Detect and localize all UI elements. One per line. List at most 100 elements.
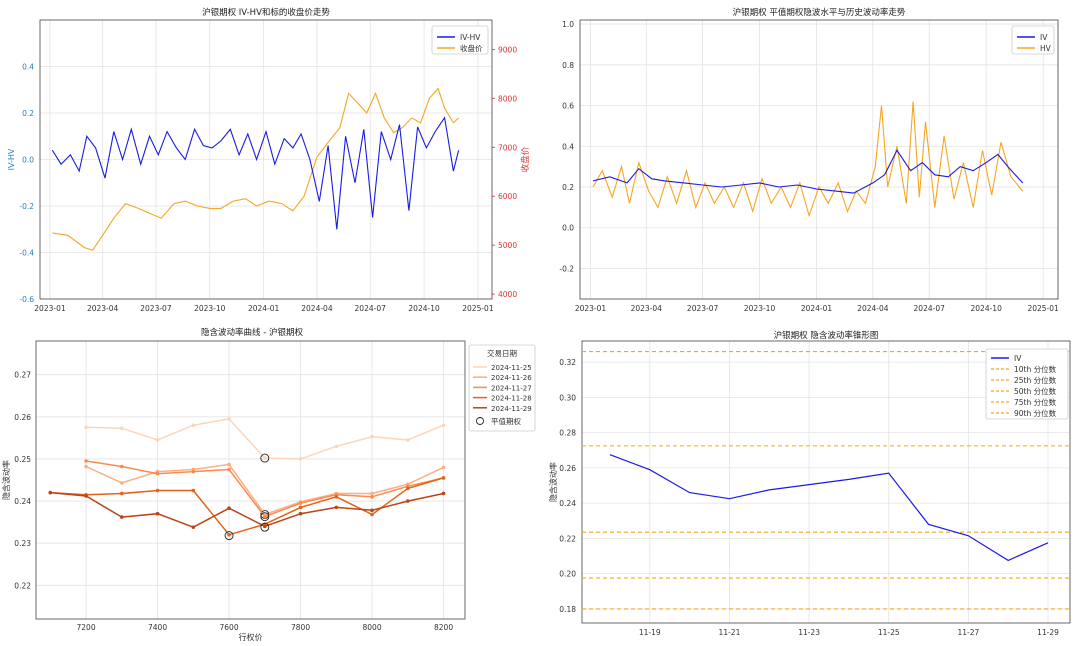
- y-tick-label: 1.0: [562, 20, 574, 29]
- y-tick-label: 0.22: [14, 581, 31, 590]
- atm-marker: [224, 531, 234, 541]
- x-tick-label: 7800: [291, 623, 310, 632]
- legend-title: 交易日期: [487, 348, 517, 358]
- smile-point: [441, 476, 446, 480]
- smile-point: [441, 465, 446, 470]
- y-tick-label: 0.32: [559, 358, 576, 367]
- y-tick-label: 0.6: [562, 102, 574, 111]
- y2-tick-label: 6000: [498, 192, 517, 201]
- y-tick-label: 0.18: [559, 605, 576, 614]
- smile-point: [155, 511, 160, 516]
- smile-point: [155, 471, 160, 476]
- y-tick-label: 0.28: [559, 429, 576, 438]
- x-tick-label: 8200: [434, 623, 453, 632]
- x-tick-label: 2024-10: [971, 304, 1003, 313]
- smile-point: [120, 491, 124, 496]
- x-tick-label: 7600: [220, 623, 239, 632]
- smile-point: [155, 488, 160, 493]
- x-tick-label: 2023-07: [140, 304, 172, 313]
- chart-title: 沪银期权 IV-HV和标的收盘价走势: [202, 7, 330, 18]
- legend-box: [1011, 25, 1055, 55]
- x-tick-label: 2025-01: [462, 304, 494, 313]
- y2-tick-label: 4000: [498, 290, 517, 299]
- legend-label: 2024-11-25: [491, 364, 532, 372]
- series-line-iv: [592, 149, 1024, 194]
- legend-atm-marker: [476, 417, 484, 425]
- smile-point: [227, 506, 231, 511]
- smile-point: [406, 438, 410, 442]
- smile-point: [370, 434, 374, 439]
- smile-point: [120, 464, 124, 469]
- y2-tick-label: 9000: [498, 45, 517, 54]
- y-tick-label: 0.4: [562, 142, 574, 151]
- smile-point: [84, 425, 88, 430]
- cone-iv-line: [609, 454, 1049, 562]
- smile-point: [120, 481, 124, 485]
- legend-label: 2024-11-26: [491, 374, 532, 382]
- chart-iv-cone: 沪银期权 隐含波动率锥形图 11-19 11-21 11-23 11-25 11-27 11…: [548, 330, 1071, 637]
- y-tick-label: 0.23: [14, 539, 31, 548]
- y2-tick-label: 8000: [498, 94, 517, 103]
- smile-point: [191, 488, 196, 493]
- smile-point: [298, 457, 303, 461]
- legend-label: 2024-11-28: [491, 395, 532, 403]
- chart-iv-hv: 沪银期权 平值期权隐波水平与历史波动率走势 2023-01 2023-04 2023-…: [559, 7, 1059, 313]
- chart-title: 沪银期权 隐含波动率锥形图: [774, 330, 879, 341]
- legend-label: IV: [1014, 354, 1022, 363]
- legend-label: 2024-11-27: [491, 384, 532, 392]
- x-tick-label: 2024-10: [408, 304, 440, 313]
- x-tick-label: 2023-01: [575, 304, 607, 313]
- smile-line-2024-11-28: [50, 477, 444, 536]
- series-line-iv-hv: [51, 116, 460, 230]
- smile-point: [441, 491, 446, 496]
- smile-point: [441, 423, 446, 428]
- x-tick-label: 2024-04: [857, 304, 889, 313]
- legend-label: 收盘价: [460, 43, 483, 53]
- x-tick-label: 2024-01: [248, 304, 280, 313]
- legend-label: 平值期权: [491, 416, 521, 426]
- y-tick-label: 0.24: [559, 499, 576, 508]
- x-tick-label: 2023-10: [194, 304, 226, 313]
- smile-point: [48, 490, 53, 495]
- atm-marker: [260, 453, 270, 463]
- chart-iv-smile: 隐含波动率曲线 - 沪银期权 7200 7400 7600 7800 8000 8200 0.…: [1, 327, 536, 642]
- smile-point: [298, 511, 303, 516]
- x-tick-label: 2023-04: [87, 304, 119, 313]
- x-tick-label: 2023-01: [34, 304, 66, 313]
- x-tick-label: 2025-01: [1027, 304, 1059, 313]
- smile-point: [334, 495, 339, 499]
- y-tick-label: 0.0: [562, 224, 574, 233]
- smile-point: [298, 501, 303, 505]
- x-tick-label: 11-23: [798, 628, 820, 637]
- x-tick-label: 2023-07: [687, 304, 719, 313]
- p2-plot-frame: [579, 19, 1059, 300]
- y-tick-label: 0.26: [14, 413, 31, 422]
- smile-point: [227, 467, 231, 472]
- y-tick-label: 0.22: [559, 534, 576, 543]
- smile-line-2024-11-29: [50, 491, 444, 529]
- y2-tick-label: 5000: [498, 241, 517, 250]
- legend-label: 90th 分位数: [1014, 408, 1057, 418]
- y-tick-label: -0.4: [19, 249, 34, 258]
- y2-tick-label: 7000: [498, 143, 517, 152]
- x-tick-label: 7200: [77, 623, 96, 632]
- smile-point: [191, 525, 196, 529]
- smile-line-2024-11-25: [86, 418, 444, 460]
- smile-point: [370, 491, 374, 496]
- x-tick-label: 2024-01: [801, 304, 833, 313]
- p4-plot-frame: [581, 340, 1071, 624]
- legend-box: [431, 25, 489, 55]
- p1-plot-frame: [39, 19, 493, 300]
- y-tick-label: 0.24: [14, 497, 31, 506]
- chart-title: 沪银期权 平值期权隐波水平与历史波动率走势: [733, 7, 906, 18]
- y-tick-label: 0.4: [22, 63, 34, 72]
- x-tick-label: 11-19: [639, 628, 661, 637]
- smile-point: [334, 505, 339, 510]
- legend-label: 10th 分位数: [1014, 364, 1057, 374]
- y-axis-label: 隐含波动率: [548, 462, 558, 502]
- smile-point: [263, 514, 267, 519]
- legend-label: 25th 分位数: [1014, 375, 1057, 385]
- x-tick-label: 11-27: [957, 628, 979, 637]
- x-axis-label: 行权价: [239, 632, 263, 642]
- x-tick-label: 7400: [148, 623, 167, 632]
